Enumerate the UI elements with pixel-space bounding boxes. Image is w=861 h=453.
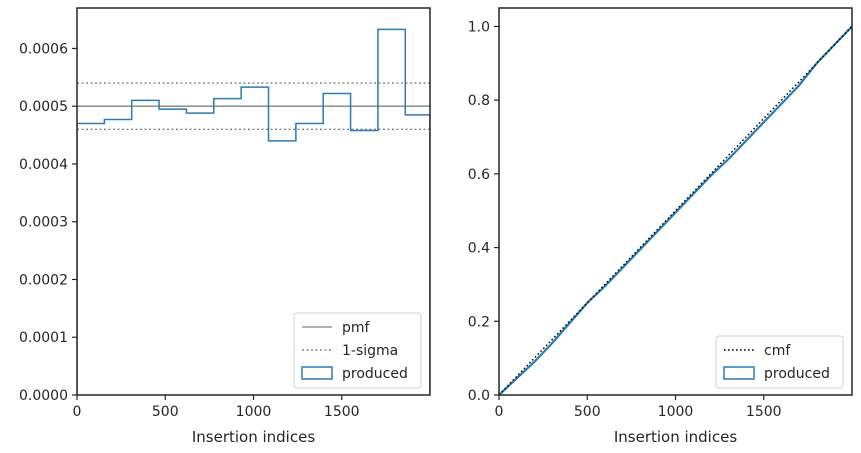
x-tick-label: 500 xyxy=(152,404,179,420)
legend-box xyxy=(293,312,422,389)
legend-sigma-label: 1-sigma xyxy=(342,343,398,359)
legend-cmf-label: cmf xyxy=(764,343,791,359)
legend-produced-label: produced xyxy=(764,366,830,382)
y-tick-label: 0.0005 xyxy=(19,99,68,115)
produced-histogram xyxy=(77,28,430,395)
chart-left-histogram: 0 500 1000 1500 0.0000 0.0001 0.0002 0.0003 0.00… xyxy=(19,7,431,446)
legend-produced-label: produced xyxy=(342,366,408,382)
y-tick-label: 0.0001 xyxy=(19,330,68,346)
y-tick-label: 0.0004 xyxy=(19,157,68,173)
y-tick-label: 0.0 xyxy=(468,388,490,404)
x-axis-label: Insertion indices xyxy=(192,428,315,446)
chart-right-cumulative: 0 500 1000 1500 0.0 0.2 0.4 0.6 0.8 1.0 Insertion … xyxy=(468,7,853,446)
y-tick-label: 0.0000 xyxy=(19,388,68,404)
legend: cmf produced xyxy=(715,335,844,389)
axes-frame xyxy=(76,7,431,396)
x-tick-label: 1000 xyxy=(658,404,694,420)
x-tick-label: 0 xyxy=(73,404,82,420)
legend-pmf-label: pmf xyxy=(342,320,371,336)
legend-produced-swatch xyxy=(723,366,755,380)
x-tick-label: 1000 xyxy=(236,404,272,420)
axes-frame xyxy=(498,7,853,396)
x-axis-label: Insertion indices xyxy=(614,428,737,446)
y-tick-label: 0.8 xyxy=(468,93,490,109)
x-tick-label: 0 xyxy=(495,404,504,420)
produced-cumulative-line xyxy=(499,25,852,395)
legend: pmf 1-sigma produced xyxy=(293,312,422,389)
y-tick-label: 0.0006 xyxy=(19,41,68,57)
y-tick-label: 1.0 xyxy=(468,19,490,35)
x-tick-label: 500 xyxy=(574,404,601,420)
plot-area xyxy=(77,28,430,395)
plot-area xyxy=(499,25,852,395)
y-tick-label: 0.0003 xyxy=(19,215,68,231)
cmf-line xyxy=(499,25,852,395)
y-tick-label: 0.6 xyxy=(468,167,490,183)
y-tick-label: 0.0002 xyxy=(19,272,68,288)
legend-produced-swatch xyxy=(301,366,333,380)
x-tick-label: 1500 xyxy=(746,404,782,420)
legend-box xyxy=(715,335,844,389)
y-tick-label: 0.4 xyxy=(468,241,490,257)
y-tick-label: 0.2 xyxy=(468,314,490,330)
x-tick-label: 1500 xyxy=(324,404,360,420)
